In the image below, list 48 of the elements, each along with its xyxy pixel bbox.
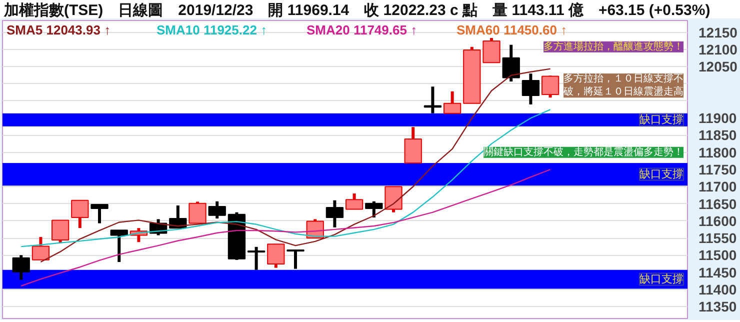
candlestick [188, 202, 206, 224]
candlestick [71, 200, 89, 228]
y-tick-label: 11600 [698, 212, 737, 229]
annotation: 多方進場拉抬，醞釀進攻態勢！ [544, 40, 684, 52]
text: SMA20 11749.65 ↑ [306, 22, 418, 38]
candlestick [110, 230, 128, 262]
candlestick [365, 201, 383, 218]
candlestick [522, 74, 540, 104]
candlestick [208, 201, 226, 218]
candlestick [51, 220, 70, 244]
y-tick-label: 11550 [698, 230, 737, 246]
candlestick [541, 76, 560, 98]
y-tick-label: 11750 [698, 162, 737, 178]
candlestick [326, 200, 344, 228]
candlestick [443, 91, 462, 114]
text: SMA5 12043.93 ↑ [6, 22, 111, 38]
line-series [20, 168, 551, 287]
y-tick-label: 11700 [698, 178, 737, 195]
y-tick-label: 11400 [698, 281, 737, 298]
text: SMA10 11925.22 ↑ [156, 22, 268, 38]
candlestick [286, 249, 304, 269]
candlestick [32, 236, 50, 260]
y-tick-label: 11650 [698, 196, 737, 212]
y-tick-label: 11800 [698, 144, 737, 160]
text: 多方拉抬，１０日線支撐不破，將延１０日線震盪走高 [562, 72, 684, 98]
y-tick-label: 12100 [698, 42, 738, 58]
y-tick-label: 12150 [698, 24, 738, 40]
chart-title: 加權指數(TSE) 日線圖 2019/12/23 開 11969.14 收 12022.23 c 點 量 1143.11 億 +63.15 (+0.53%) [4, 1, 710, 21]
legend-label: SMA60 11450.60 ↑ [456, 22, 568, 38]
y-tick-label: 12050 [698, 58, 738, 75]
band-label: 缺口支撐 [640, 112, 684, 126]
y-tick-label: 11450 [698, 264, 737, 280]
y-tick-label: 11350 [698, 298, 737, 315]
annotation: 關鍵缺口支撐不破，走勢都是震盪偏多走勢！ [484, 146, 684, 158]
band-label: 缺口支撐 [640, 167, 684, 180]
y-tick-label: 11900 [698, 110, 737, 126]
candlestick [12, 255, 30, 280]
candlestick [482, 38, 500, 64]
candlestick [247, 246, 266, 270]
candlestick [404, 127, 422, 164]
y-tick-label: 11500 [698, 247, 737, 264]
candlestick [90, 204, 108, 224]
y-tick-label: 11850 [698, 127, 737, 144]
candlestick [502, 44, 520, 82]
candlestick [384, 186, 402, 212]
candlestick [267, 244, 285, 268]
band-label: 缺口支撐 [640, 272, 684, 286]
candlestick [345, 193, 364, 210]
